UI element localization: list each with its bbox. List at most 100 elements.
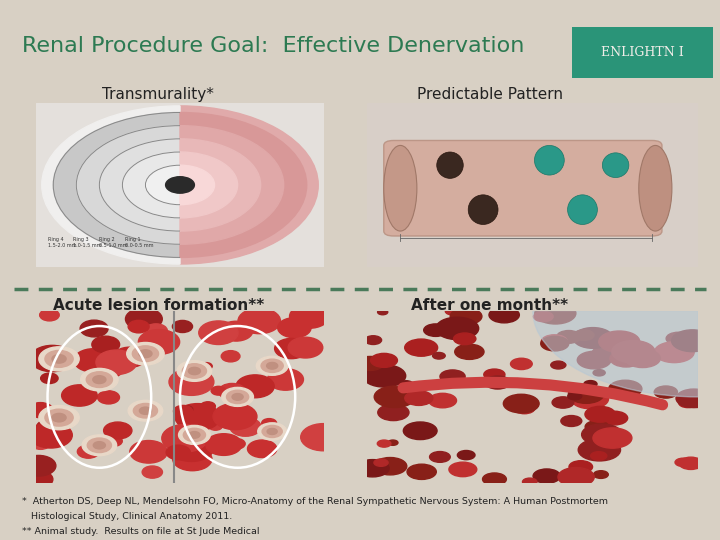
Circle shape <box>220 321 253 341</box>
Circle shape <box>180 406 193 413</box>
Ellipse shape <box>384 145 417 231</box>
Circle shape <box>371 353 397 367</box>
Circle shape <box>592 346 622 361</box>
Circle shape <box>39 406 79 430</box>
Text: ENLIGHTN I: ENLIGHTN I <box>601 46 684 59</box>
Circle shape <box>428 393 456 408</box>
Circle shape <box>172 320 192 333</box>
Circle shape <box>569 461 593 473</box>
Circle shape <box>189 431 200 438</box>
Circle shape <box>450 308 482 325</box>
Wedge shape <box>180 126 284 244</box>
Circle shape <box>433 353 445 359</box>
Circle shape <box>577 352 611 369</box>
Circle shape <box>454 333 476 345</box>
Circle shape <box>453 329 469 338</box>
Circle shape <box>93 376 106 383</box>
Wedge shape <box>99 139 180 231</box>
Circle shape <box>236 375 274 398</box>
Circle shape <box>232 394 243 400</box>
Circle shape <box>457 450 475 460</box>
Circle shape <box>40 373 58 383</box>
Circle shape <box>610 350 642 367</box>
Circle shape <box>363 364 405 387</box>
Circle shape <box>666 332 690 345</box>
Circle shape <box>503 394 539 413</box>
Text: Ring 4
1.5-2.0 mm: Ring 4 1.5-2.0 mm <box>48 237 76 247</box>
Circle shape <box>166 177 194 193</box>
Circle shape <box>608 380 642 397</box>
Circle shape <box>510 358 532 369</box>
Text: Ring 3
1.0-1.5 mm: Ring 3 1.0-1.5 mm <box>73 237 102 247</box>
Circle shape <box>139 350 152 357</box>
Ellipse shape <box>437 152 463 178</box>
Circle shape <box>52 414 66 422</box>
Circle shape <box>199 321 238 345</box>
Circle shape <box>206 434 242 455</box>
Circle shape <box>574 330 594 340</box>
Circle shape <box>274 339 308 359</box>
Circle shape <box>81 368 118 391</box>
Circle shape <box>39 347 79 371</box>
Circle shape <box>221 350 240 362</box>
Circle shape <box>230 417 261 436</box>
Circle shape <box>578 439 621 461</box>
Circle shape <box>227 390 248 403</box>
Circle shape <box>211 386 226 395</box>
Circle shape <box>440 370 465 383</box>
Circle shape <box>128 320 149 333</box>
Circle shape <box>541 336 569 351</box>
Circle shape <box>142 466 163 478</box>
Circle shape <box>189 367 200 375</box>
Circle shape <box>374 459 388 467</box>
Circle shape <box>523 478 537 485</box>
Circle shape <box>200 402 215 411</box>
Circle shape <box>128 400 163 421</box>
Circle shape <box>400 381 413 388</box>
FancyBboxPatch shape <box>572 27 713 78</box>
Circle shape <box>200 362 212 370</box>
Circle shape <box>446 308 459 315</box>
Circle shape <box>599 331 640 353</box>
Circle shape <box>138 329 180 354</box>
Circle shape <box>423 324 448 336</box>
Circle shape <box>593 428 632 448</box>
Circle shape <box>248 440 276 457</box>
Circle shape <box>679 457 703 469</box>
Circle shape <box>261 418 276 428</box>
Circle shape <box>278 318 311 338</box>
Circle shape <box>430 451 450 462</box>
Circle shape <box>365 336 382 345</box>
Circle shape <box>177 361 212 381</box>
Wedge shape <box>180 152 238 218</box>
Text: Acute lesion formation**: Acute lesion formation** <box>53 298 264 313</box>
Circle shape <box>50 417 65 426</box>
Circle shape <box>258 423 287 440</box>
Circle shape <box>601 411 628 425</box>
Ellipse shape <box>468 195 498 225</box>
Circle shape <box>80 320 108 337</box>
Circle shape <box>356 460 389 477</box>
Circle shape <box>113 347 146 367</box>
Circle shape <box>374 457 407 475</box>
Circle shape <box>568 385 604 403</box>
Circle shape <box>222 387 253 407</box>
Ellipse shape <box>639 145 672 231</box>
Circle shape <box>182 364 207 378</box>
Circle shape <box>533 469 560 483</box>
Text: Renal Procedure Goal:  Effective Denervation: Renal Procedure Goal: Effective Denervat… <box>22 36 524 56</box>
Circle shape <box>162 424 208 452</box>
Circle shape <box>62 385 97 406</box>
Circle shape <box>551 361 566 369</box>
Circle shape <box>568 393 582 400</box>
Circle shape <box>455 344 484 360</box>
Circle shape <box>593 471 608 478</box>
Circle shape <box>30 422 72 448</box>
Text: Transmurality*: Transmurality* <box>102 87 215 102</box>
Circle shape <box>267 369 303 390</box>
Circle shape <box>40 309 59 321</box>
Circle shape <box>590 451 607 460</box>
Wedge shape <box>76 126 180 244</box>
Circle shape <box>140 407 151 414</box>
Text: After one month**: After one month** <box>411 298 568 313</box>
